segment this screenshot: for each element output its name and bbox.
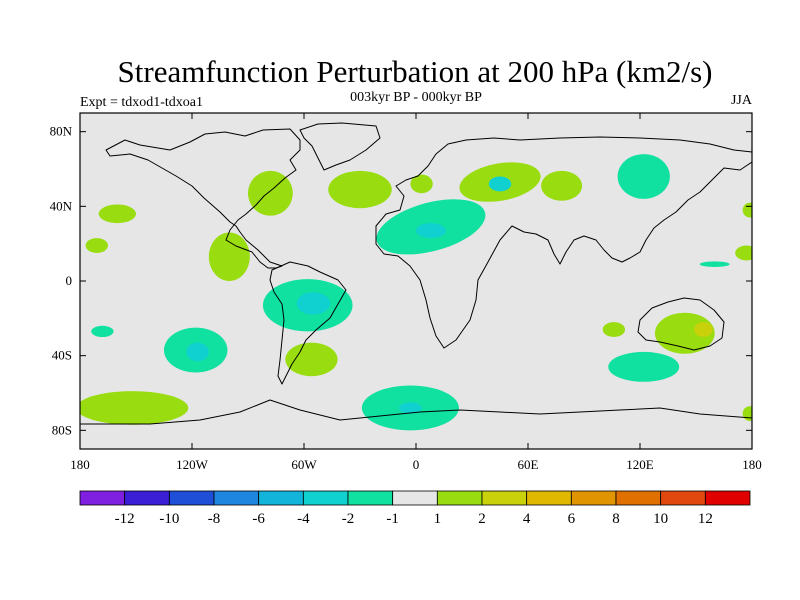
x-tick-label: 60W — [291, 457, 317, 472]
chart-subtitle: 003kyr BP - 000kyr BP — [350, 90, 482, 105]
anomaly-region-29 — [742, 406, 752, 421]
colorbar-label: 8 — [612, 511, 620, 527]
eurasia-africa-coastline — [375, 136, 752, 349]
colorbar-swatch-2 — [124, 490, 170, 506]
colorbar-swatch-5 — [258, 490, 304, 506]
colorbar-swatch-12 — [570, 490, 617, 506]
x-tick-label: 120E — [626, 457, 654, 472]
y-tick-label: 80N — [50, 124, 73, 139]
colorbar-label: -4 — [297, 511, 310, 527]
anomaly-region-14 — [296, 292, 331, 315]
anomaly-region-5 — [617, 154, 670, 199]
season-label: JJA — [731, 93, 753, 108]
south-america-coastline — [269, 261, 347, 385]
x-tick-label: 180 — [70, 457, 90, 472]
anomaly-region-25 — [602, 322, 626, 337]
colorbar: -12 -10 -8 -6 -4 -2 -1 1 2 4 6 8 10 12 — [79, 490, 751, 527]
colorbar-label: -2 — [342, 511, 355, 527]
y-tick-label: 80S — [52, 422, 72, 437]
colorbar-swatch-11 — [526, 490, 572, 506]
anomaly-region-19 — [80, 391, 189, 425]
y-tick-label: 40S — [52, 348, 72, 363]
axis-layer: 180 120W 60W 0 60E 120E 180 80N 40N 0 40S 80S — [50, 113, 762, 472]
colorbar-swatch-8 — [392, 490, 438, 506]
colorbar-label: 1 — [434, 511, 442, 527]
anomaly-region-2 — [488, 176, 512, 192]
chart-title: Streamfunction Perturbation at 200 hPa (… — [118, 54, 713, 89]
colorbar-label: -10 — [159, 511, 179, 527]
north-america-coastline — [105, 128, 301, 269]
colorbar-label: 6 — [568, 511, 576, 527]
colorbar-swatch-3 — [168, 490, 215, 506]
anomaly-region-10 — [410, 174, 433, 194]
colorbar-label: -1 — [386, 511, 399, 527]
colorbar-swatch-15 — [704, 490, 751, 506]
coastline-layer — [80, 122, 752, 425]
x-tick-label: 0 — [413, 457, 420, 472]
colorbar-swatch-6 — [302, 490, 349, 506]
anomaly-region-11 — [541, 170, 583, 201]
x-tick-label: 120W — [176, 457, 209, 472]
colorbar-label: 12 — [698, 511, 713, 527]
x-tick-label: 60E — [518, 457, 539, 472]
anomaly-region-28 — [699, 261, 730, 268]
greenland-coastline — [299, 122, 381, 171]
anomaly-region-8 — [248, 170, 293, 216]
anomaly-region-6 — [98, 204, 136, 224]
colorbar-swatch-9 — [436, 490, 483, 506]
experiment-label: Expt = tdxod1-tdxoa1 — [80, 95, 203, 110]
colorbar-swatch-1 — [79, 490, 126, 506]
anomaly-region-7 — [85, 238, 109, 254]
colorbar-label: 10 — [653, 511, 668, 527]
australia-coastline — [637, 297, 725, 351]
anomaly-region-18 — [91, 325, 114, 337]
colorbar-label: -12 — [115, 511, 135, 527]
anomaly-region-16 — [186, 342, 209, 362]
anomaly-region-22 — [608, 351, 680, 382]
anomaly-region-9 — [328, 170, 392, 209]
colorbar-swatch-13 — [615, 490, 662, 506]
anomaly-region-12 — [208, 232, 250, 281]
colorbar-label: -8 — [208, 511, 221, 527]
colorbar-swatch-14 — [660, 490, 706, 506]
x-tick-label: 180 — [742, 457, 762, 472]
y-tick-label: 0 — [66, 273, 73, 288]
anomaly-region-26 — [742, 202, 752, 218]
anomaly-region-24 — [694, 322, 713, 337]
antarctica-coastline — [80, 399, 752, 425]
colorbar-label: -6 — [252, 511, 265, 527]
colorbar-swatch-7 — [347, 490, 394, 506]
y-tick-label: 40N — [50, 198, 73, 213]
anomaly-region-21 — [399, 402, 422, 414]
anomaly-region-27 — [735, 245, 752, 261]
anomaly-region-4 — [416, 223, 446, 239]
colorbar-swatch-4 — [213, 490, 260, 506]
anomaly-region-17 — [285, 342, 338, 377]
colorbar-label: 2 — [478, 511, 486, 527]
colorbar-label: 4 — [523, 511, 531, 527]
colorbar-swatch-10 — [481, 490, 528, 506]
